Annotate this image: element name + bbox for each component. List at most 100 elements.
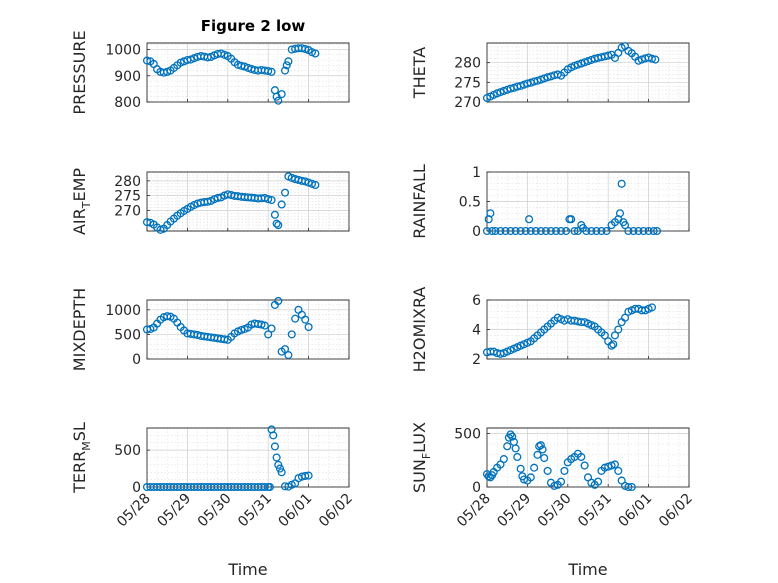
data-point — [237, 325, 246, 335]
data-point — [270, 210, 279, 219]
y-tick-label: 270 — [454, 95, 481, 111]
data-point — [280, 345, 290, 354]
data-point — [629, 226, 638, 236]
y-tick-label: 1000 — [105, 303, 141, 319]
x-tick-label: 05/29 — [154, 491, 194, 531]
data-point — [486, 209, 495, 218]
data-point — [274, 96, 283, 105]
y-tick-label: 275 — [454, 75, 481, 91]
data-point — [506, 430, 515, 439]
y-tick-label: 270 — [114, 203, 141, 219]
y-tick-label: 800 — [114, 95, 141, 111]
data-point — [602, 226, 611, 236]
data-point — [562, 226, 571, 236]
y-axis-label: MIXDEPTH — [70, 288, 89, 371]
data-point — [284, 57, 293, 66]
x-axis-label: Time — [567, 560, 607, 579]
data-point — [482, 226, 492, 236]
data-point — [533, 450, 542, 459]
y-tick-label: 280 — [454, 56, 481, 72]
data-point — [301, 44, 310, 54]
axes-box — [486, 42, 690, 103]
data-point — [272, 219, 281, 228]
data-point — [531, 226, 540, 236]
data-point — [607, 341, 616, 350]
data-point — [607, 461, 616, 470]
data-point — [624, 482, 633, 492]
data-point — [543, 466, 552, 475]
data-point — [615, 209, 625, 218]
y-tick-label: 0.5 — [459, 195, 481, 211]
data-point — [624, 226, 633, 236]
data-point — [617, 179, 626, 188]
data-point — [163, 312, 172, 321]
data-point — [264, 195, 273, 204]
data-point — [610, 331, 619, 340]
data-point — [550, 481, 559, 490]
x-tick-label: 06/01 — [616, 491, 656, 531]
data-point — [280, 188, 290, 197]
data-point — [506, 226, 515, 236]
x-tick-label: 06/01 — [276, 491, 316, 531]
data-point — [282, 61, 291, 70]
data-point — [634, 226, 643, 236]
x-tick-label: 06/02 — [316, 491, 356, 531]
data-point — [541, 226, 550, 236]
data-point — [496, 226, 505, 236]
data-point — [582, 226, 591, 236]
y-tick-label: 0 — [472, 224, 481, 240]
axes-box — [146, 42, 350, 103]
data-point — [513, 452, 522, 462]
y-tick-label: 280 — [114, 174, 141, 190]
x-axis-label: Time — [227, 560, 267, 579]
data-point — [277, 200, 286, 209]
data-point — [594, 477, 603, 486]
x-tick-label: 05/29 — [494, 491, 534, 531]
panel-h2omixra: 2 4 6 H2OMIXRA — [410, 287, 690, 373]
y-tick-label: 0 — [472, 480, 481, 496]
y-axis-label: H2OMIXRA — [410, 287, 429, 373]
data-point — [142, 218, 152, 227]
y-tick-label: 2 — [472, 352, 481, 368]
data-point — [272, 453, 281, 462]
data-point — [557, 226, 566, 236]
data-point — [614, 325, 623, 334]
data-point — [577, 452, 586, 462]
data-point — [311, 49, 320, 58]
y-axis-label: AIRTEMP — [70, 168, 93, 235]
y-axis-label: SUNFLUX — [410, 422, 433, 493]
y-tick-label: 1000 — [105, 43, 141, 59]
data-point — [587, 226, 596, 236]
data-point — [301, 315, 310, 324]
data-point — [546, 226, 556, 236]
data-point — [644, 226, 653, 236]
data-point — [536, 441, 545, 450]
data-point — [647, 303, 657, 312]
data-point — [501, 226, 510, 236]
data-point — [260, 482, 269, 492]
data-point — [627, 482, 636, 492]
axes-box — [486, 427, 690, 488]
data-point — [526, 226, 535, 236]
data-point — [304, 322, 313, 332]
axes-box — [146, 171, 350, 232]
data-point — [484, 472, 493, 481]
data-point — [620, 221, 630, 230]
x-tick-label: 05/28 — [114, 491, 154, 531]
data-point — [592, 226, 601, 236]
y-tick-label: 1 — [472, 165, 481, 181]
y-axis-label: PRESSURE — [70, 30, 89, 114]
data-point — [620, 313, 630, 322]
data-point — [257, 320, 266, 329]
data-point — [597, 226, 606, 236]
data-point — [267, 324, 276, 333]
y-tick-label: 6 — [472, 293, 481, 309]
panel-mixdepth: 0 500 1000 MIXDEPTH — [70, 288, 350, 371]
data-point — [609, 340, 618, 349]
data-point — [267, 195, 276, 205]
x-tick-label: 05/31 — [235, 491, 275, 531]
data-point — [264, 67, 273, 76]
data-point — [516, 464, 525, 473]
data-point — [260, 321, 269, 330]
